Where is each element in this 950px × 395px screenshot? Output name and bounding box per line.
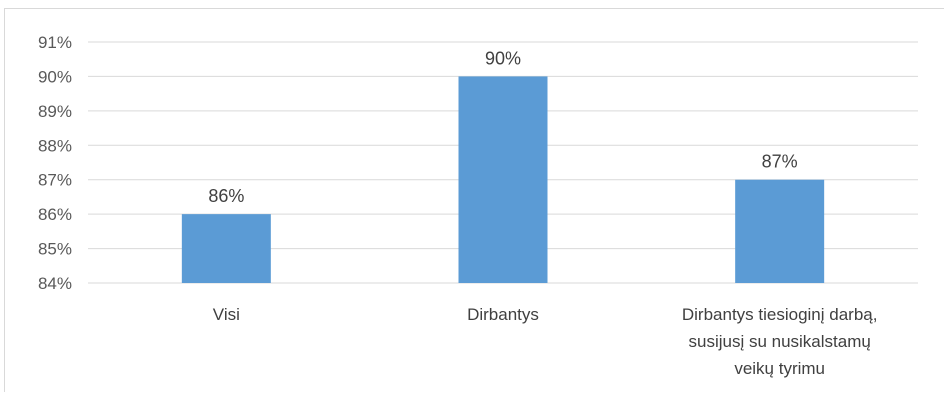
x-tick-label: Dirbantys tiesioginį darbą, susijusį su n…	[682, 305, 878, 378]
bar	[735, 179, 825, 283]
y-tick-label: 85%	[38, 240, 72, 259]
bars	[181, 76, 825, 283]
y-tick-label: 84%	[38, 274, 72, 293]
x-tick-label: Dirbantys	[467, 305, 539, 324]
data-label: 87%	[762, 152, 798, 172]
data-labels: 86% 90% 87%	[208, 48, 797, 206]
x-axis: Visi Dirbantys Dirbantys tiesioginį darbą,…	[213, 305, 878, 378]
bar	[458, 76, 548, 283]
y-tick-label: 88%	[38, 136, 72, 155]
data-label: 86%	[208, 186, 244, 206]
y-tick-label: 91%	[38, 33, 72, 52]
bar	[181, 214, 271, 283]
y-tick-label: 90%	[38, 67, 72, 86]
y-axis: 84% 85% 86% 87% 88% 89% 90% 91%	[38, 33, 72, 293]
chart-frame	[4, 8, 944, 392]
data-label: 90%	[485, 48, 521, 68]
y-tick-label: 86%	[38, 205, 72, 224]
y-tick-label: 89%	[38, 102, 72, 121]
x-tick-label: Visi	[213, 305, 240, 324]
y-tick-label: 87%	[38, 171, 72, 190]
